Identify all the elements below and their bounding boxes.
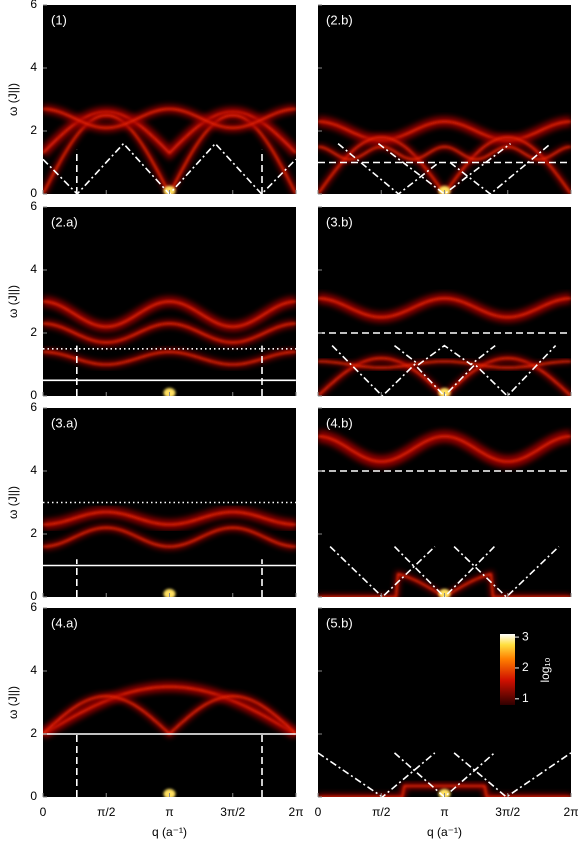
panel-label: (3.a) (51, 415, 78, 430)
x-tick-label: 3π/2 (220, 805, 245, 819)
overlay-line (393, 752, 495, 797)
overlay-line (318, 752, 436, 797)
spectral-band-core (318, 785, 571, 797)
overlay-line (337, 142, 440, 194)
colorbar-tick-label: 3 (522, 629, 529, 643)
panel-label: (4.b) (326, 415, 353, 430)
colorbar-label: log₁₀ (538, 657, 552, 682)
hot-spot (438, 588, 451, 597)
overlay-line (329, 546, 436, 597)
spectral-band-core (318, 297, 571, 318)
overlay-line (453, 546, 560, 597)
colorbar-tick-label: 1 (522, 691, 529, 705)
panel-label: (2.b) (326, 12, 353, 27)
y-tick-label: 6 (30, 0, 37, 11)
y-tick-label: 4 (30, 663, 37, 677)
spectral-band-core (43, 686, 296, 735)
panel (318, 408, 571, 597)
spectral-band-core (318, 435, 571, 463)
panel (318, 207, 571, 396)
panel (43, 5, 296, 194)
overlay-line (449, 142, 552, 194)
panel (43, 608, 296, 797)
spectral-band-core (318, 136, 571, 194)
panel-label: (2.a) (51, 214, 78, 229)
x-tick-label: 2π (564, 805, 579, 819)
y-tick-label: 0 (30, 589, 37, 603)
y-axis-label: ω (J||) (6, 486, 20, 519)
hot-spot (163, 588, 176, 597)
overlay-line (394, 344, 496, 366)
spectral-band-core (43, 322, 296, 344)
panel-label: (1) (51, 12, 67, 27)
overlay-line (453, 752, 571, 797)
panel (318, 608, 571, 797)
y-tick-label: 2 (30, 526, 37, 540)
panel (318, 5, 571, 194)
x-tick-label: π (440, 805, 448, 819)
hot-spot (163, 387, 176, 396)
spectral-band-core (43, 511, 296, 526)
panel (43, 207, 296, 396)
colorbar-tick-label: 2 (522, 660, 529, 674)
y-axis-label: ω (J||) (6, 83, 20, 116)
spectral-band-core (43, 108, 296, 129)
panel-background (318, 608, 571, 797)
panel-background (318, 5, 571, 194)
y-tick-label: 0 (30, 789, 37, 803)
y-tick-label: 0 (30, 388, 37, 402)
y-tick-label: 6 (30, 400, 37, 414)
spectral-band-core (43, 111, 296, 155)
spectral-band-core (43, 526, 296, 548)
x-tick-label: 0 (40, 805, 47, 819)
spectral-band-core (43, 351, 296, 366)
y-tick-label: 2 (30, 123, 37, 137)
x-tick-label: π (165, 805, 173, 819)
x-tick-label: π/2 (97, 805, 116, 819)
spectral-band-core (318, 357, 571, 396)
y-tick-label: 6 (30, 600, 37, 614)
spectral-band-core (318, 360, 571, 369)
panel-label: (4.a) (51, 615, 78, 630)
spectral-band-core (43, 300, 296, 328)
x-axis-label: q (a⁻¹) (152, 825, 187, 839)
panel-label: (5.b) (326, 615, 353, 630)
overlay-line (377, 142, 511, 194)
panel-background (43, 5, 296, 194)
y-axis-label: ω (J||) (6, 285, 20, 318)
hot-spot (163, 788, 176, 797)
y-axis-label: ω (J||) (6, 686, 20, 719)
panel-label: (3.b) (326, 214, 353, 229)
panel (43, 408, 296, 597)
y-tick-label: 4 (30, 262, 37, 276)
x-tick-label: π/2 (372, 805, 391, 819)
y-tick-label: 2 (30, 325, 37, 339)
spectral-band-core (318, 145, 571, 161)
y-tick-label: 2 (30, 726, 37, 740)
y-tick-label: 0 (30, 186, 37, 200)
y-tick-label: 4 (30, 463, 37, 477)
x-tick-label: 3π/2 (495, 805, 520, 819)
x-tick-label: 2π (289, 805, 304, 819)
x-axis-label: q (a⁻¹) (427, 825, 462, 839)
y-tick-label: 6 (30, 199, 37, 213)
spectral-band-core (318, 120, 571, 142)
colorbar (500, 634, 515, 705)
x-tick-label: 0 (315, 805, 322, 819)
y-tick-label: 4 (30, 60, 37, 74)
